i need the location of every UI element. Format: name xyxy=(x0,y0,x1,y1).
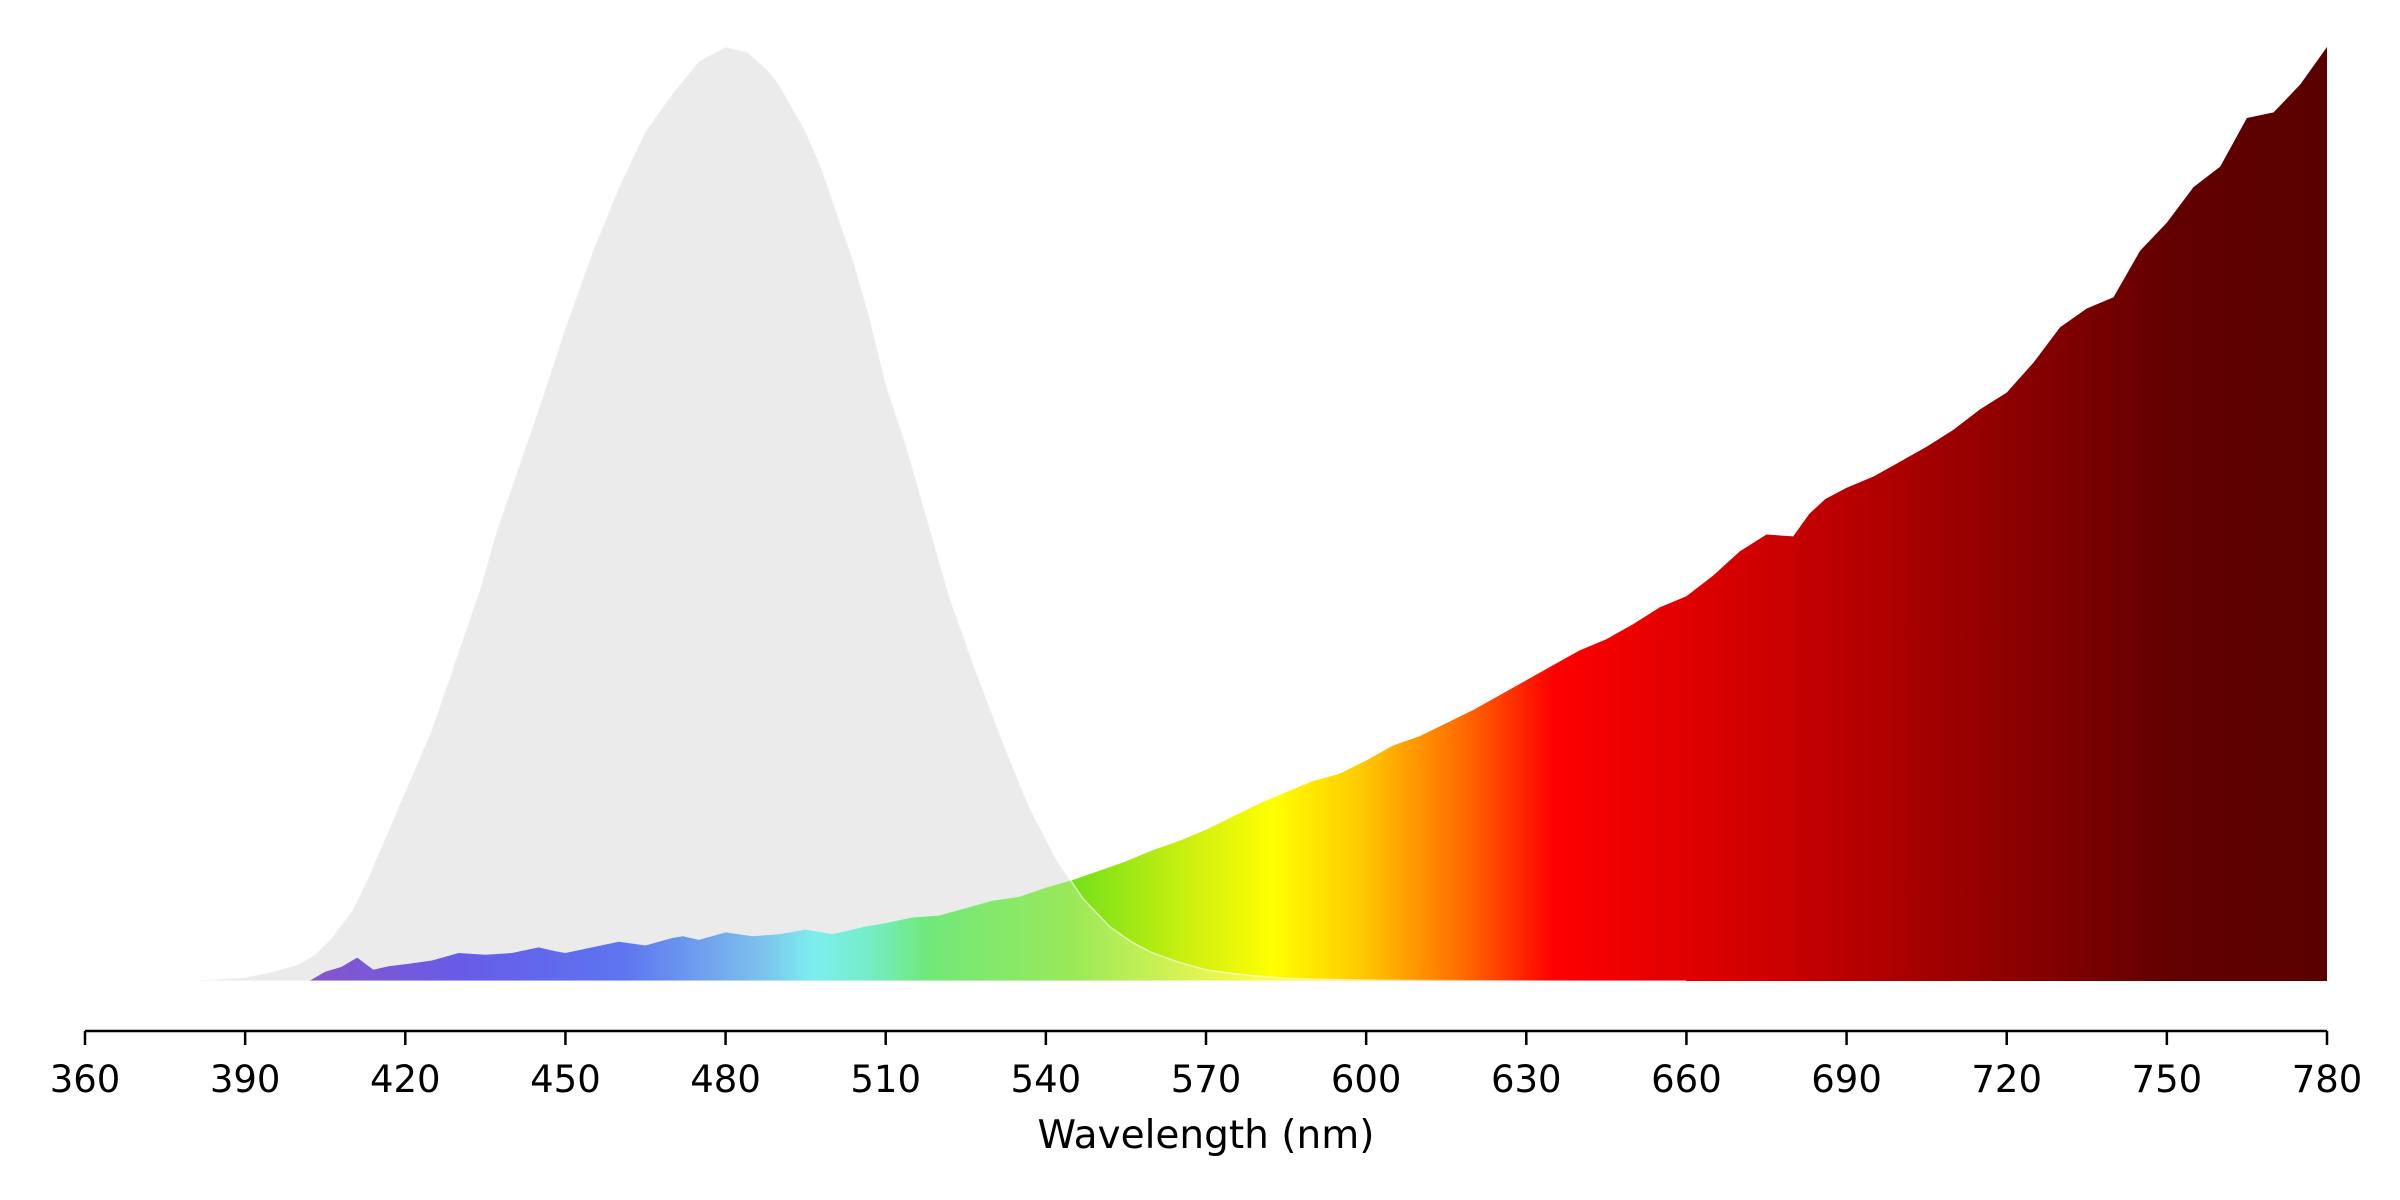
x-tick-label: 360 xyxy=(50,1058,121,1101)
x-tick-label: 750 xyxy=(2132,1058,2203,1101)
x-tick-label: 630 xyxy=(1491,1058,1562,1101)
series-layer xyxy=(191,46,2328,982)
x-tick-label: 660 xyxy=(1651,1058,1722,1101)
x-tick-label: 510 xyxy=(850,1058,921,1101)
reference-curve-overlay xyxy=(191,46,1687,982)
x-tick-label: 600 xyxy=(1331,1058,1402,1101)
x-tick-label: 450 xyxy=(530,1058,601,1101)
x-tick-label: 390 xyxy=(210,1058,281,1101)
x-tick-label: 780 xyxy=(2292,1058,2363,1101)
x-axis-title: Wavelength (nm) xyxy=(1038,1113,1375,1158)
spectrum-area xyxy=(309,47,2328,981)
x-tick-label: 540 xyxy=(1011,1058,1082,1101)
x-tick-label: 690 xyxy=(1811,1058,1882,1101)
x-tick-label: 480 xyxy=(690,1058,761,1101)
x-axis: 360 390 420 450 480 510 540 570 600 630 660 690 720 7… xyxy=(50,1029,2363,1101)
reference-curve-area xyxy=(191,47,1687,981)
x-tick-label: 720 xyxy=(1971,1058,2042,1101)
x-tick-label: 570 xyxy=(1171,1058,1242,1101)
x-tick-label: 420 xyxy=(370,1058,441,1101)
